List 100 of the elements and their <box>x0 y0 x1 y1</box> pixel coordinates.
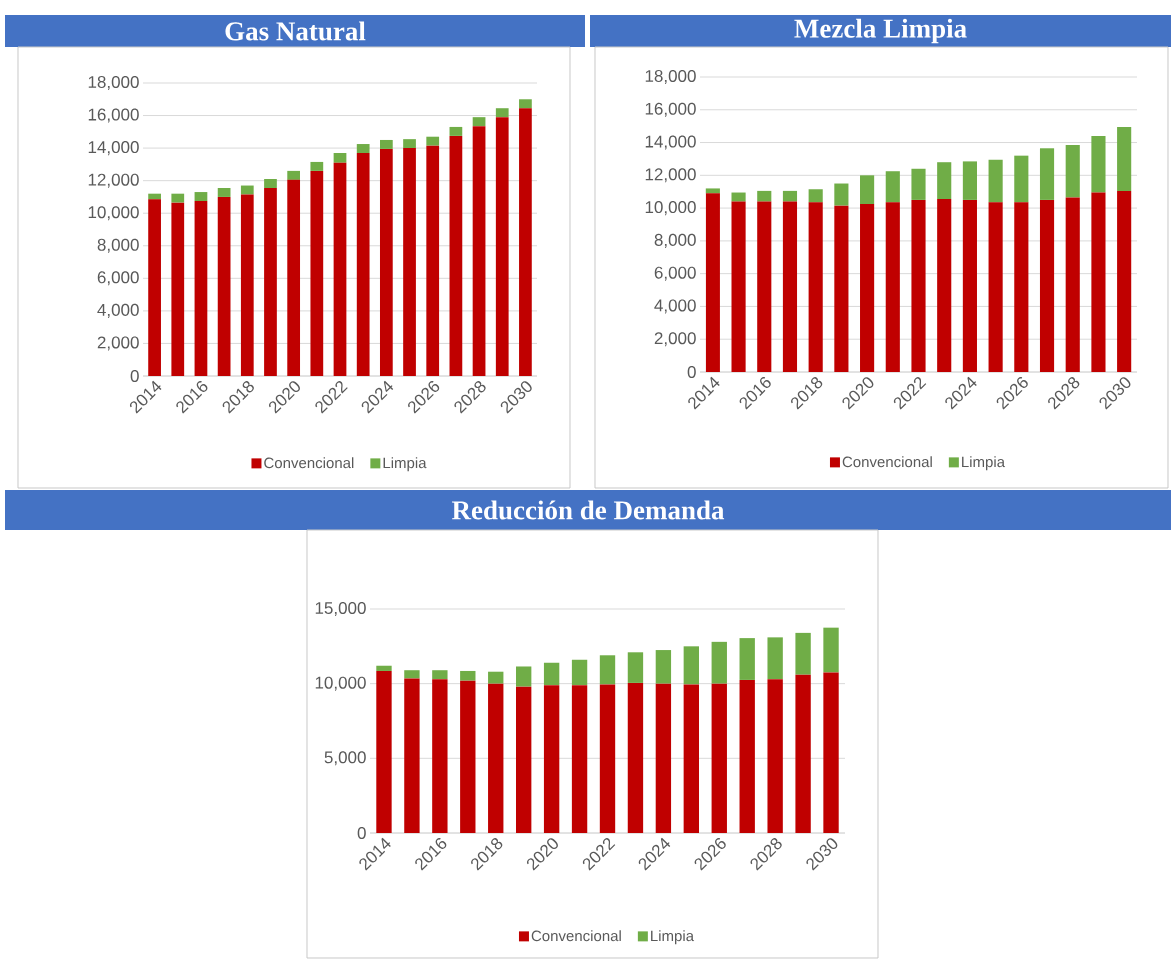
y-tick-label: 5,000 <box>324 751 366 766</box>
bar <box>571 659 588 686</box>
bar <box>711 683 727 833</box>
bar <box>1117 126 1132 191</box>
bar <box>731 201 746 372</box>
bar <box>404 678 420 833</box>
bar <box>1014 202 1029 372</box>
bar <box>1039 199 1055 372</box>
bar <box>911 168 926 200</box>
bar <box>516 686 532 833</box>
bar <box>683 684 700 833</box>
bar <box>432 679 448 833</box>
bar <box>356 144 370 153</box>
bar <box>194 201 208 376</box>
bar <box>543 685 560 833</box>
bar <box>519 99 532 109</box>
bar <box>148 199 161 376</box>
bar <box>885 202 900 372</box>
bar <box>376 665 392 671</box>
legend-label: Convencional <box>842 456 932 468</box>
bar <box>194 192 208 201</box>
bar <box>860 204 875 372</box>
bar <box>757 190 772 202</box>
bar <box>472 117 486 127</box>
legend-label: Limpia <box>651 930 695 945</box>
bar <box>1065 197 1080 372</box>
bar <box>1091 135 1106 193</box>
bar <box>379 139 393 149</box>
y-tick-label: 6,000 <box>654 266 696 281</box>
bar <box>264 179 277 188</box>
bar <box>823 627 839 673</box>
bar <box>264 187 277 376</box>
y-tick-label: 14,000 <box>645 135 696 150</box>
y-tick-label: 6,000 <box>97 271 139 286</box>
y-tick-label: 12,000 <box>645 168 696 183</box>
bar <box>495 117 509 376</box>
bar <box>1091 192 1106 372</box>
bar <box>937 162 952 200</box>
bar <box>240 185 254 195</box>
bar <box>937 199 952 372</box>
bar <box>449 135 463 376</box>
y-tick-label: 4,000 <box>97 303 139 318</box>
bar <box>1014 155 1029 203</box>
bar <box>599 655 616 685</box>
bar <box>962 161 977 200</box>
bar <box>711 641 727 684</box>
bar <box>449 126 463 136</box>
chart-title: Gas Natural <box>225 21 366 41</box>
y-tick-label: 8,000 <box>97 238 139 253</box>
bar <box>988 159 1003 203</box>
bar <box>782 201 798 372</box>
bar <box>543 662 560 686</box>
y-tick-label: 16,000 <box>645 102 696 117</box>
bar <box>739 679 755 833</box>
bar <box>403 148 416 376</box>
y-tick-label: 16,000 <box>88 108 139 123</box>
bar <box>795 632 811 675</box>
bar <box>460 680 476 833</box>
y-tick-label: 10,000 <box>645 201 696 216</box>
legend-label: Limpia <box>383 457 427 472</box>
bar <box>287 170 301 180</box>
bar <box>519 108 532 376</box>
bar <box>516 666 532 687</box>
bar <box>1117 190 1132 372</box>
bar <box>655 650 672 684</box>
y-tick-label: 15,000 <box>315 601 366 617</box>
bar <box>472 126 486 376</box>
bar <box>404 670 420 679</box>
bar <box>171 193 185 203</box>
y-tick-label: 10,000 <box>88 206 139 221</box>
bar <box>962 199 977 372</box>
y-tick-label: 4,000 <box>654 299 696 314</box>
bar <box>333 152 347 163</box>
y-tick-label: 0 <box>357 826 366 840</box>
bar <box>310 170 324 376</box>
bar <box>426 136 440 146</box>
bar <box>834 183 849 206</box>
bar <box>782 190 798 202</box>
bar <box>356 152 370 376</box>
bar <box>683 646 700 685</box>
bar <box>310 161 324 171</box>
bar <box>739 638 755 680</box>
chart-title: Mezcla Limpia <box>794 18 967 44</box>
bar <box>376 670 392 833</box>
bar <box>808 202 823 372</box>
bar <box>834 205 849 372</box>
y-tick-label: 0 <box>687 365 696 379</box>
legend-label: Limpia <box>962 456 1006 471</box>
bar <box>808 189 823 203</box>
bar <box>488 671 504 684</box>
bar <box>705 188 720 194</box>
bar <box>495 108 509 118</box>
bar <box>767 637 783 680</box>
bar <box>988 202 1003 372</box>
y-tick-label: 10,000 <box>315 676 366 691</box>
bar <box>823 672 839 833</box>
bar <box>627 652 644 683</box>
y-tick-label: 8,000 <box>654 233 696 248</box>
y-tick-label: 18,000 <box>645 69 696 85</box>
y-tick-label: 2,000 <box>97 336 139 351</box>
